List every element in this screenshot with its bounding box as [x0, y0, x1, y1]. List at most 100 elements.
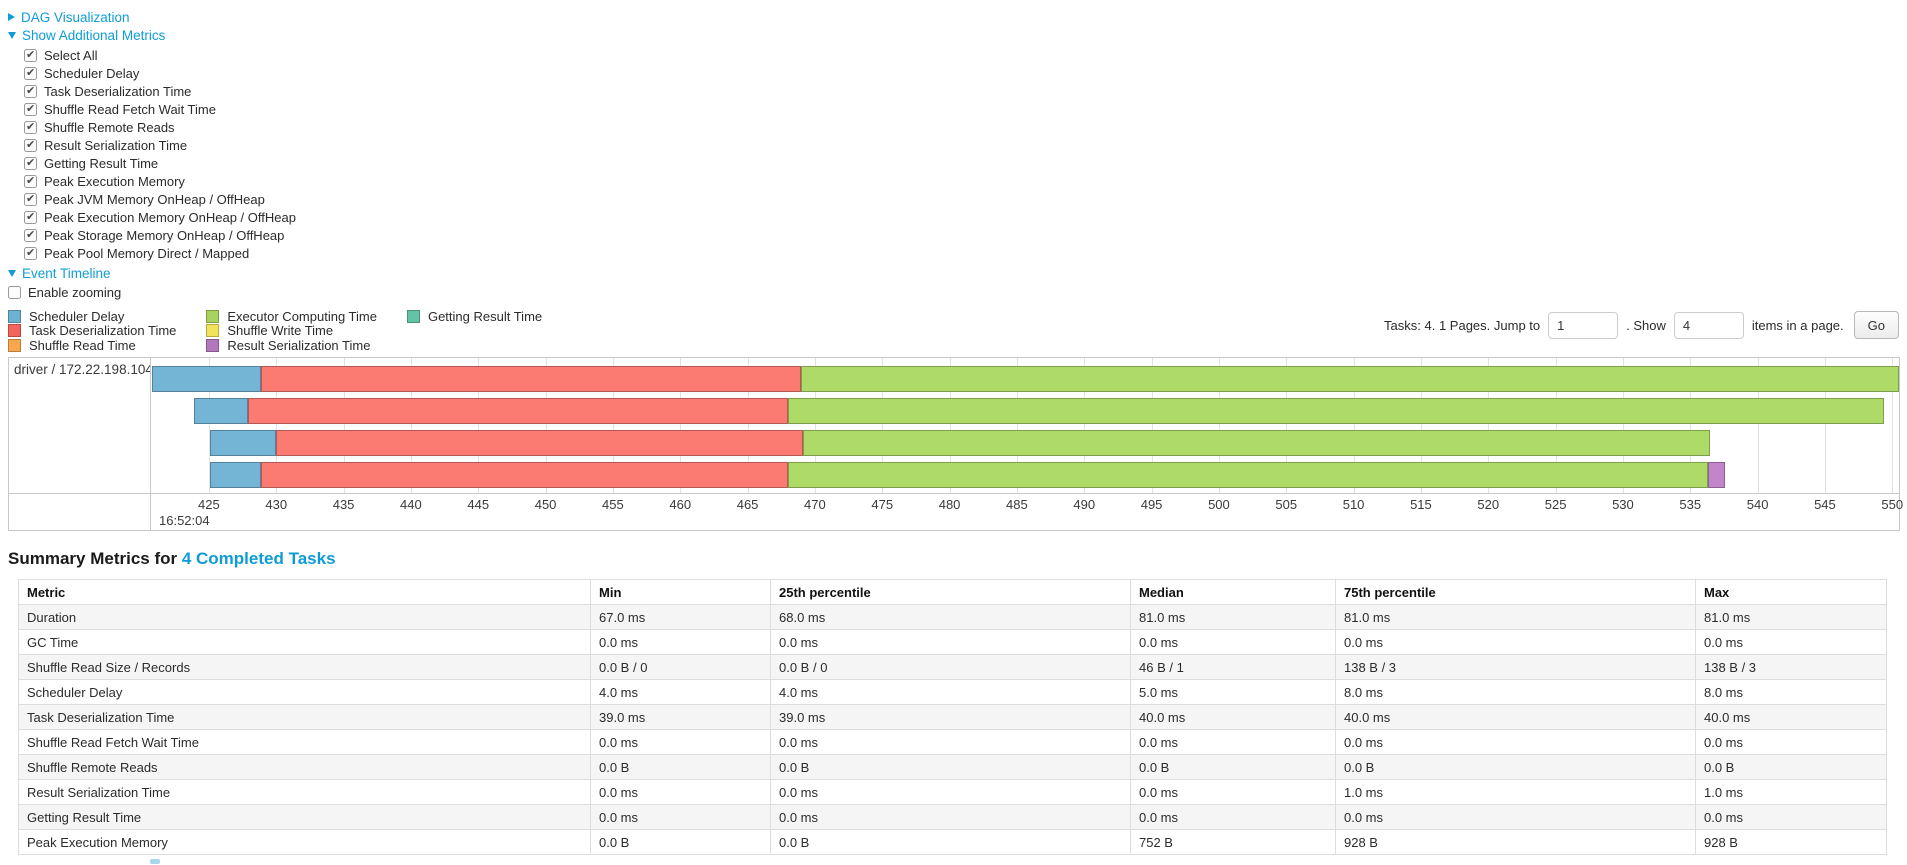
checkbox-icon[interactable] — [24, 192, 37, 206]
task-bar-segment-scheduler-delay[interactable] — [152, 366, 262, 392]
legend-swatch-icon — [406, 309, 420, 323]
metric-value-cell: 0.0 ms — [1130, 779, 1336, 805]
metric-checkbox-item[interactable]: Getting Result Time — [24, 154, 1899, 172]
metric-name-cell: Shuffle Read Fetch Wait Time — [18, 729, 591, 755]
checkbox-icon[interactable] — [24, 66, 37, 80]
metric-checkbox-item[interactable]: Task Deserialization Time — [24, 82, 1899, 100]
checkbox-icon[interactable] — [24, 102, 37, 116]
checkbox-label: Peak Storage Memory OnHeap / OffHeap — [44, 227, 285, 243]
event-timeline-toggle[interactable]: Event Timeline — [8, 264, 1899, 282]
checkbox-icon[interactable] — [24, 120, 37, 134]
metric-checkbox-item[interactable]: Select All — [24, 46, 1899, 64]
checkbox-icon[interactable] — [24, 210, 37, 224]
dag-visualization-toggle[interactable]: DAG Visualization — [8, 8, 1899, 26]
event-timeline-link[interactable]: Event Timeline — [22, 265, 111, 281]
enable-zooming-checkbox[interactable] — [8, 285, 21, 299]
completed-tasks-link[interactable]: 4 Completed Tasks — [181, 549, 336, 568]
checkbox-icon[interactable] — [24, 138, 37, 152]
legend-label: Result Serialization Time — [227, 337, 371, 353]
axis-tick-label: 515 — [1410, 497, 1432, 512]
metric-value-cell: 138 B / 3 — [1695, 654, 1887, 680]
enable-zooming-option[interactable]: Enable zooming — [8, 283, 1899, 301]
legend-item: Result Serialization Time — [206, 338, 377, 353]
gridline — [1084, 358, 1086, 493]
column-header: Min — [590, 579, 771, 605]
checkbox-label: Shuffle Read Fetch Wait Time — [44, 101, 216, 117]
metric-value-cell: 0.0 ms — [770, 729, 1131, 755]
task-bar-segment-scheduler-delay[interactable] — [210, 430, 277, 456]
chevron-right-icon — [8, 13, 15, 21]
metric-checkbox-item[interactable]: Peak Execution Memory OnHeap / OffHeap — [24, 208, 1899, 226]
metric-checkbox-item[interactable]: Peak Storage Memory OnHeap / OffHeap — [24, 226, 1899, 244]
checkbox-label: Peak JVM Memory OnHeap / OffHeap — [44, 191, 265, 207]
task-bar-segment-executor-computing[interactable] — [802, 430, 1711, 456]
task-bar-segment-task-deserialization[interactable] — [276, 430, 803, 456]
metric-value-cell: 40.0 ms — [1335, 704, 1696, 730]
items-per-page-input[interactable] — [1673, 311, 1744, 339]
checkbox-label: Task Deserialization Time — [44, 83, 192, 99]
checkbox-label: Peak Execution Memory OnHeap / OffHeap — [44, 209, 296, 225]
metric-value-cell: 0.0 ms — [1695, 729, 1887, 755]
pagination-show-text: . Show — [1626, 317, 1666, 333]
metric-checkbox-item[interactable]: Peak Pool Memory Direct / Mapped — [24, 244, 1899, 262]
metric-checkbox-item[interactable]: Peak JVM Memory OnHeap / OffHeap — [24, 190, 1899, 208]
task-bar-segment-task-deserialization[interactable] — [261, 366, 802, 392]
metric-value-cell: 0.0 ms — [1695, 804, 1887, 830]
metric-value-cell: 4.0 ms — [590, 679, 771, 705]
axis-tick-label: 505 — [1275, 497, 1298, 512]
task-bar-segment-task-deserialization[interactable] — [261, 462, 788, 488]
dag-visualization-link[interactable]: DAG Visualization — [21, 9, 130, 25]
task-bar-segment-executor-computing[interactable] — [787, 398, 1885, 424]
metric-value-cell: 0.0 ms — [1130, 729, 1336, 755]
checkbox-icon[interactable] — [24, 228, 37, 242]
go-button[interactable]: Go — [1853, 311, 1899, 339]
metric-value-cell: 0.0 B — [590, 829, 771, 855]
metric-value-cell: 0.0 ms — [770, 629, 1131, 655]
checkbox-label: Scheduler Delay — [44, 65, 140, 81]
jump-to-page-input[interactable] — [1548, 311, 1619, 339]
axis-start-time-label: 16:52:04 — [159, 513, 210, 528]
metric-checkbox-item[interactable]: Shuffle Remote Reads — [24, 118, 1899, 136]
metric-value-cell: 8.0 ms — [1335, 679, 1696, 705]
metric-name-cell: Peak Execution Memory — [18, 829, 591, 855]
metric-checkbox-item[interactable]: Result Serialization Time — [24, 136, 1899, 154]
metric-checkbox-item[interactable]: Scheduler Delay — [24, 64, 1899, 82]
metric-value-cell: 0.0 ms — [1130, 629, 1336, 655]
task-bar-segment-result-serialization[interactable] — [1707, 462, 1726, 488]
table-row: Shuffle Read Size / Records 0.0 B / 0 0.0 … — [18, 654, 1887, 680]
task-bar-segment-scheduler-delay[interactable] — [194, 398, 248, 424]
checkbox-label: Peak Execution Memory — [44, 173, 185, 189]
legend-item: Shuffle Read Time — [8, 338, 176, 353]
metric-value-cell: 40.0 ms — [1130, 704, 1336, 730]
metric-value-cell: 39.0 ms — [770, 704, 1131, 730]
checkbox-icon[interactable] — [24, 48, 37, 62]
metric-value-cell: 81.0 ms — [1695, 604, 1887, 630]
legend-item: Getting Result Time — [406, 309, 542, 324]
metric-checkbox-item[interactable]: Peak Execution Memory — [24, 172, 1899, 190]
metric-name-cell: Result Serialization Time — [18, 779, 591, 805]
gridline — [1420, 358, 1422, 493]
task-bar-segment-executor-computing[interactable] — [787, 462, 1708, 488]
checkbox-label: Select All — [44, 47, 98, 63]
show-additional-metrics-toggle[interactable]: Show Additional Metrics — [8, 26, 1899, 44]
summary-metrics-heading: Summary Metrics for 4 Completed Tasks — [8, 549, 1899, 569]
table-row: Result Serialization Time 0.0 ms 0.0 ms 0.0… — [18, 779, 1887, 805]
metric-checkbox-item[interactable]: Shuffle Read Fetch Wait Time — [24, 100, 1899, 118]
checkbox-icon[interactable] — [24, 246, 37, 260]
axis-tick-label: 475 — [871, 497, 894, 512]
task-bar-segment-task-deserialization[interactable] — [247, 398, 788, 424]
task-bar-segment-executor-computing[interactable] — [801, 366, 1899, 392]
axis-tick-label: 445 — [467, 497, 490, 512]
task-bar-segment-scheduler-delay[interactable] — [210, 462, 262, 488]
axis-tick-label: 455 — [602, 497, 624, 512]
metric-value-cell: 0.0 ms — [590, 729, 771, 755]
checkbox-icon[interactable] — [24, 84, 37, 98]
metric-value-cell: 0.0 ms — [590, 804, 771, 830]
axis-tick-label: 530 — [1612, 497, 1634, 512]
show-additional-metrics-link[interactable]: Show Additional Metrics — [22, 27, 166, 43]
metric-value-cell: 752 B — [1130, 829, 1336, 855]
timeline-header: Scheduler Delay Task Deserialization Time… — [8, 309, 1899, 355]
checkbox-icon[interactable] — [24, 174, 37, 188]
axis-tick-label: 490 — [1073, 497, 1096, 512]
checkbox-icon[interactable] — [24, 156, 37, 170]
